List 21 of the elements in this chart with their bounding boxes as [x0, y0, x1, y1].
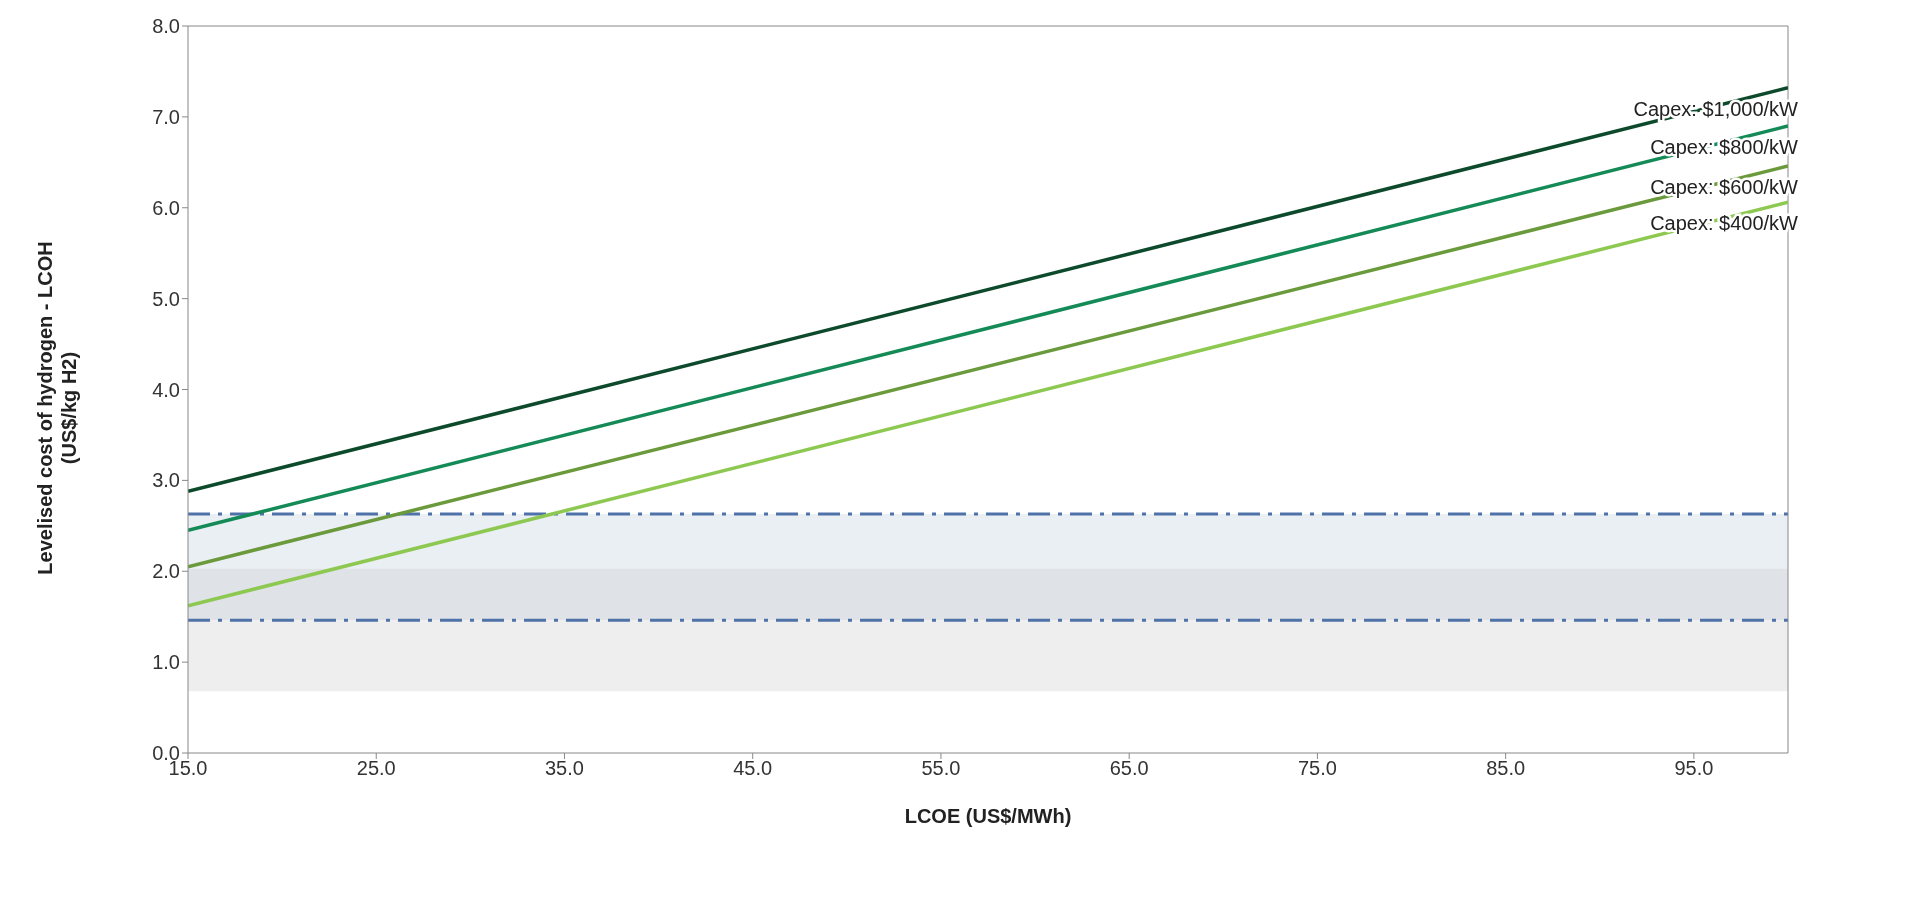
x-tick-label: 35.0: [545, 757, 584, 780]
x-tick-label: 65.0: [1109, 757, 1149, 780]
series-label: Capex: $600/kW: [1650, 175, 1799, 198]
x-tick-label: 55.0: [921, 757, 961, 780]
y-tick-label: 1.0: [152, 651, 180, 674]
y-tick-label: 2.0: [152, 560, 180, 583]
x-tick-label: 45.0: [733, 757, 773, 780]
y-tick-label: 3.0: [152, 469, 180, 492]
series-label: Capex: $1,000/kW: [1633, 97, 1799, 120]
x-axis-title: LCOE (US$/MWh): [904, 805, 1072, 827]
y-tick-label: 6.0: [152, 196, 180, 219]
y-tick-label: 7.0: [152, 105, 180, 128]
series-label: Capex: $800/kW: [1650, 135, 1799, 158]
x-tick-label: 75.0: [1297, 757, 1337, 780]
y-tick-label: 5.0: [152, 287, 180, 310]
y-axis-title: Levelised cost of hydrogen - LCOH (US$/kg H2): [33, 241, 81, 575]
x-tick-label: 25.0: [356, 757, 396, 780]
x-tick-label: 85.0: [1486, 757, 1526, 780]
x-tick-label: 95.0: [1674, 757, 1714, 780]
y-tick-label: 4.0: [152, 378, 180, 401]
y-tick-label: 8.0: [152, 15, 180, 38]
